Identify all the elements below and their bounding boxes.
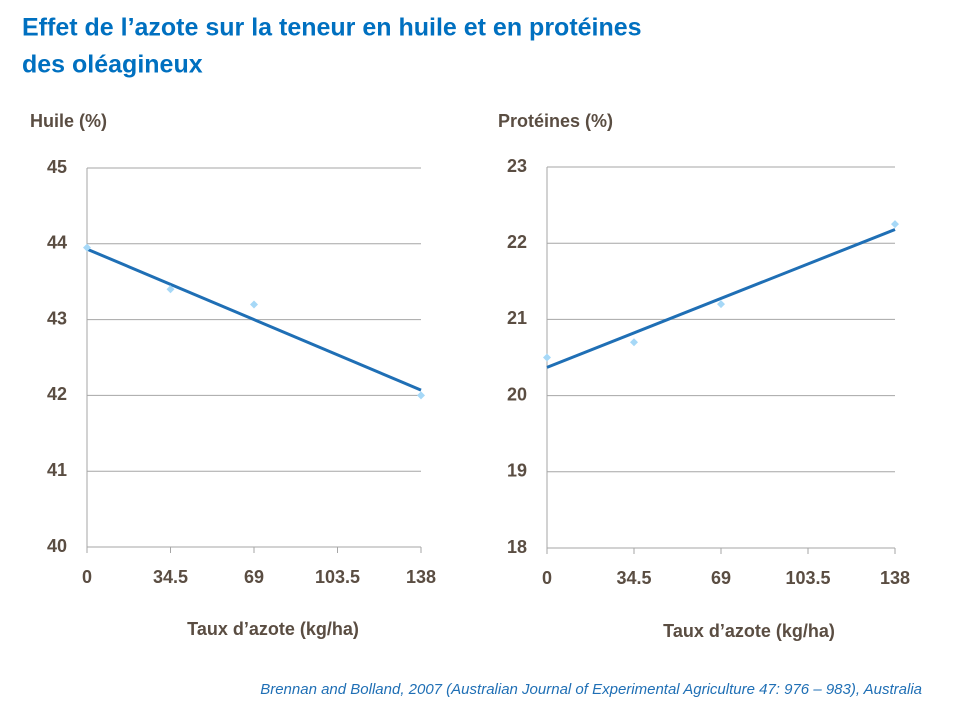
y-tick-label: 45 [47, 157, 67, 177]
y-axis-label: Protéines (%) [498, 111, 613, 131]
y-tick-label: 42 [47, 384, 67, 404]
y-tick-label: 21 [507, 308, 527, 328]
data-point [891, 220, 899, 229]
data-point [166, 285, 175, 294]
x-tick-label: 34.5 [153, 567, 188, 587]
x-tick-label: 69 [711, 568, 731, 588]
x-tick-label: 138 [406, 567, 436, 587]
x-axis-label: Taux d’azote (kg/ha) [187, 619, 359, 639]
y-tick-label: 44 [47, 233, 67, 253]
y-axis-label: Huile (%) [30, 111, 107, 131]
x-tick-label: 103.5 [785, 568, 830, 588]
title: Effet de l’azote sur la teneur en huile … [22, 14, 642, 42]
data-point [543, 353, 551, 362]
x-tick-label: 103.5 [315, 567, 360, 587]
y-tick-label: 20 [507, 384, 527, 404]
data-point [717, 300, 725, 309]
y-tick-label: 41 [47, 460, 67, 480]
source: Brennan and Bolland, 2007 (Australian Jo… [260, 681, 922, 698]
title: des oléagineux [22, 51, 203, 79]
data-point [630, 338, 638, 347]
y-tick-label: 43 [47, 308, 67, 328]
x-tick-label: 69 [244, 567, 264, 587]
data-point [83, 243, 91, 252]
trend-line [546, 228, 896, 369]
x-tick-label: 0 [542, 568, 552, 588]
y-tick-label: 19 [507, 461, 527, 481]
trend-line [86, 247, 422, 392]
data-point [250, 300, 258, 309]
y-tick-label: 40 [47, 536, 67, 556]
y-tick-label: 23 [507, 156, 527, 176]
x-axis-label: Taux d’azote (kg/ha) [663, 621, 835, 641]
y-tick-label: 22 [507, 232, 527, 252]
data-point [417, 391, 425, 400]
y-tick-label: 18 [507, 537, 527, 557]
x-tick-label: 138 [880, 568, 910, 588]
x-tick-label: 34.5 [616, 568, 651, 588]
x-tick-label: 0 [82, 567, 92, 587]
